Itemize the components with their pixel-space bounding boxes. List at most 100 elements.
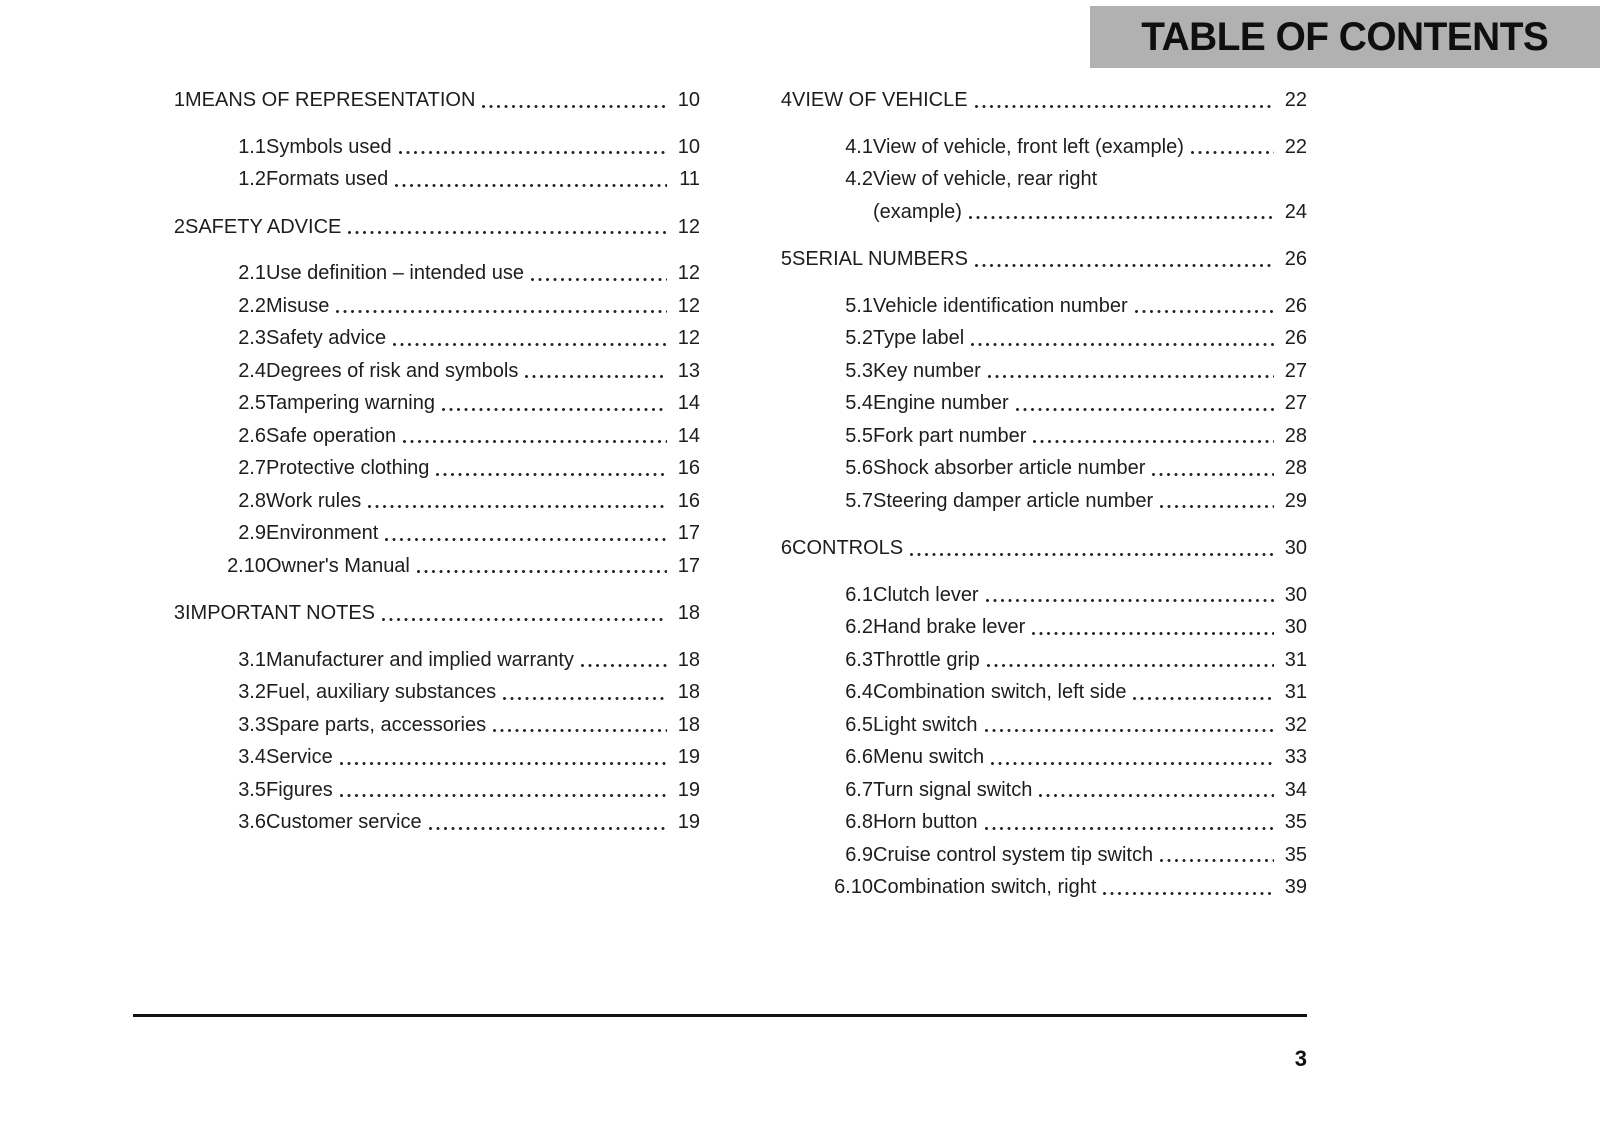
toc-entry-title: Protective clothing (266, 457, 430, 479)
toc-dot-leader (987, 375, 1274, 378)
toc-page-number: 19 (677, 778, 700, 801)
toc-chapter-number: 2 (173, 215, 185, 238)
toc-page-number: 26 (1284, 248, 1307, 270)
toc-section: 3 IMPORTANT NOTES 18 3.1 Manufacturer and im… (133, 597, 700, 839)
toc-entry-row: 2.2 Misuse 12 (133, 290, 700, 323)
toc-entry-row: 6.10 Combination switch, right 39 (740, 871, 1307, 904)
toc-chapter-row: 3 IMPORTANT NOTES 18 (133, 597, 700, 630)
toc-entry-title: Environment (266, 522, 379, 544)
toc-entry-row: 2.6 Safe operation 14 (133, 420, 700, 453)
toc-entry-number: 3.4 (238, 746, 266, 768)
toc-page-number: 19 (677, 746, 700, 768)
toc-entry-number: 2.8 (238, 489, 266, 512)
toc-entry-row: 2.7 Protective clothing 16 (133, 452, 700, 485)
toc-page-number: 28 (1284, 457, 1307, 479)
footer-divider (133, 1014, 1307, 1017)
toc-page-number: 17 (677, 522, 700, 544)
toc-entry-title: Key number (873, 359, 981, 382)
toc-entry-title: Turn signal switch (873, 778, 1033, 801)
toc-dot-leader (1039, 794, 1274, 797)
toc-entry-row: 2.9 Environment 17 (133, 517, 700, 550)
toc-dot-leader (441, 407, 667, 411)
toc-page-number: 33 (1284, 746, 1307, 768)
toc-entry-row: 2.8 Work rules 16 (133, 485, 700, 518)
toc-page-number: 39 (1284, 876, 1307, 898)
toc-entry-title: Figures (266, 778, 333, 801)
toc-entry-number: 2.4 (238, 359, 266, 382)
toc-dot-leader (1033, 440, 1274, 443)
toc-entry-title: Formats used (266, 168, 389, 190)
toc-dot-leader (974, 263, 1274, 267)
toc-entry-row: 2.1 Use definition – intended use 12 (133, 257, 700, 290)
toc-dot-leader (436, 472, 667, 476)
toc-page-number: 18 (677, 713, 700, 736)
toc-page-number: 10 (677, 89, 700, 111)
toc-entry-number: 3.1 (238, 648, 266, 671)
toc-entry-row: 4.2 View of vehicle, rear right (740, 163, 1307, 196)
toc-page-number: 27 (1284, 359, 1307, 382)
toc-dot-leader (336, 310, 667, 313)
toc-page-number: 12 (677, 327, 700, 349)
toc-entry-row: 6.8 Horn button 35 (740, 806, 1307, 839)
toc-dot-leader (974, 104, 1274, 108)
toc-entry-number: 6.3 (845, 648, 873, 671)
toc-chapter-title: SERIAL NUMBERS (792, 248, 968, 270)
toc-entry-title: Vehicle identification number (873, 294, 1128, 317)
toc-entry-row: 5.2 Type label 26 (740, 322, 1307, 355)
toc-page-number: 30 (1284, 583, 1307, 606)
toc-chapter-row: 2 SAFETY ADVICE 12 (133, 211, 700, 244)
toc-dot-leader (482, 104, 667, 108)
toc-entry-row: 5.1 Vehicle identification number 26 (740, 290, 1307, 323)
toc-page-number: 16 (677, 457, 700, 479)
toc-dot-leader (385, 537, 667, 541)
page-number: 3 (1294, 1046, 1307, 1071)
toc-entry-title: Type label (873, 327, 965, 349)
toc-section: 5 SERIAL NUMBERS 26 5.1 Vehicle identificati… (740, 243, 1307, 517)
toc-entry-row: 3.5 Figures 19 (133, 774, 700, 807)
toc-page-number: 14 (677, 392, 700, 414)
toc-entry-number: 5.1 (845, 294, 873, 317)
toc-entry-title: Shock absorber article number (873, 457, 1146, 479)
toc-entry-row: 5.6 Shock absorber article number 28 (740, 452, 1307, 485)
toc-entry-title: Manufacturer and implied warranty (266, 648, 574, 671)
toc-dot-leader (1152, 472, 1274, 476)
toc-page-number: 31 (1284, 681, 1307, 703)
toc-entry-row: 2.3 Safety advice 12 (133, 322, 700, 355)
toc-entry-title: Work rules (266, 489, 362, 512)
toc-entry-title: Spare parts, accessories (266, 713, 487, 736)
toc-entry-title: Cruise control system tip switch (873, 843, 1154, 866)
toc-entry-row: 2.5 Tampering warning 14 (133, 387, 700, 420)
toc-dot-leader (580, 664, 667, 667)
toc-page-number: 24 (1284, 200, 1307, 223)
toc-page-number: 18 (677, 602, 700, 624)
toc-entry-number: 1.1 (238, 135, 266, 158)
toc-entry-number: 5.3 (845, 359, 873, 382)
toc-entry-title: Combination switch, left side (873, 681, 1127, 703)
toc-chapter-number: 6 (780, 537, 792, 559)
toc-entry-number: 6.6 (845, 746, 873, 768)
toc-dot-leader (984, 729, 1274, 732)
toc-chapter-number: 4 (780, 89, 792, 111)
toc-entry-title: Owner's Manual (266, 554, 410, 577)
toc-dot-leader (403, 440, 667, 443)
toc-entry-row: 3.1 Manufacturer and implied warranty 18 (133, 644, 700, 677)
toc-page-number: 35 (1284, 811, 1307, 833)
toc-page-number: 18 (677, 648, 700, 671)
toc-entry-row: 3.3 Spare parts, accessories 18 (133, 709, 700, 742)
toc-dot-leader (1103, 891, 1274, 895)
toc-entry-title: Safety advice (266, 327, 387, 349)
toc-entry-number: 6.2 (845, 616, 873, 638)
toc-dot-leader (503, 696, 667, 700)
toc-entry-row: 6.6 Menu switch 33 (740, 741, 1307, 774)
toc-page-number: 28 (1284, 424, 1307, 447)
toc-entry-row: 1.1 Symbols used 10 (133, 131, 700, 164)
toc-chapter-title: IMPORTANT NOTES (185, 602, 376, 624)
toc-entry-number: 6.9 (845, 843, 873, 866)
toc-entry-title: Tampering warning (266, 392, 435, 414)
toc-entry-title: (example) (873, 200, 962, 223)
toc-entry-title: Use definition – intended use (266, 262, 524, 284)
toc-dot-leader (968, 216, 1274, 219)
toc-entry-number: 3.5 (238, 778, 266, 801)
toc-entry-title: Combination switch, right (873, 876, 1097, 898)
toc-section: 4 VIEW OF VEHICLE 22 4.1 View of vehicle, fr… (740, 84, 1307, 228)
